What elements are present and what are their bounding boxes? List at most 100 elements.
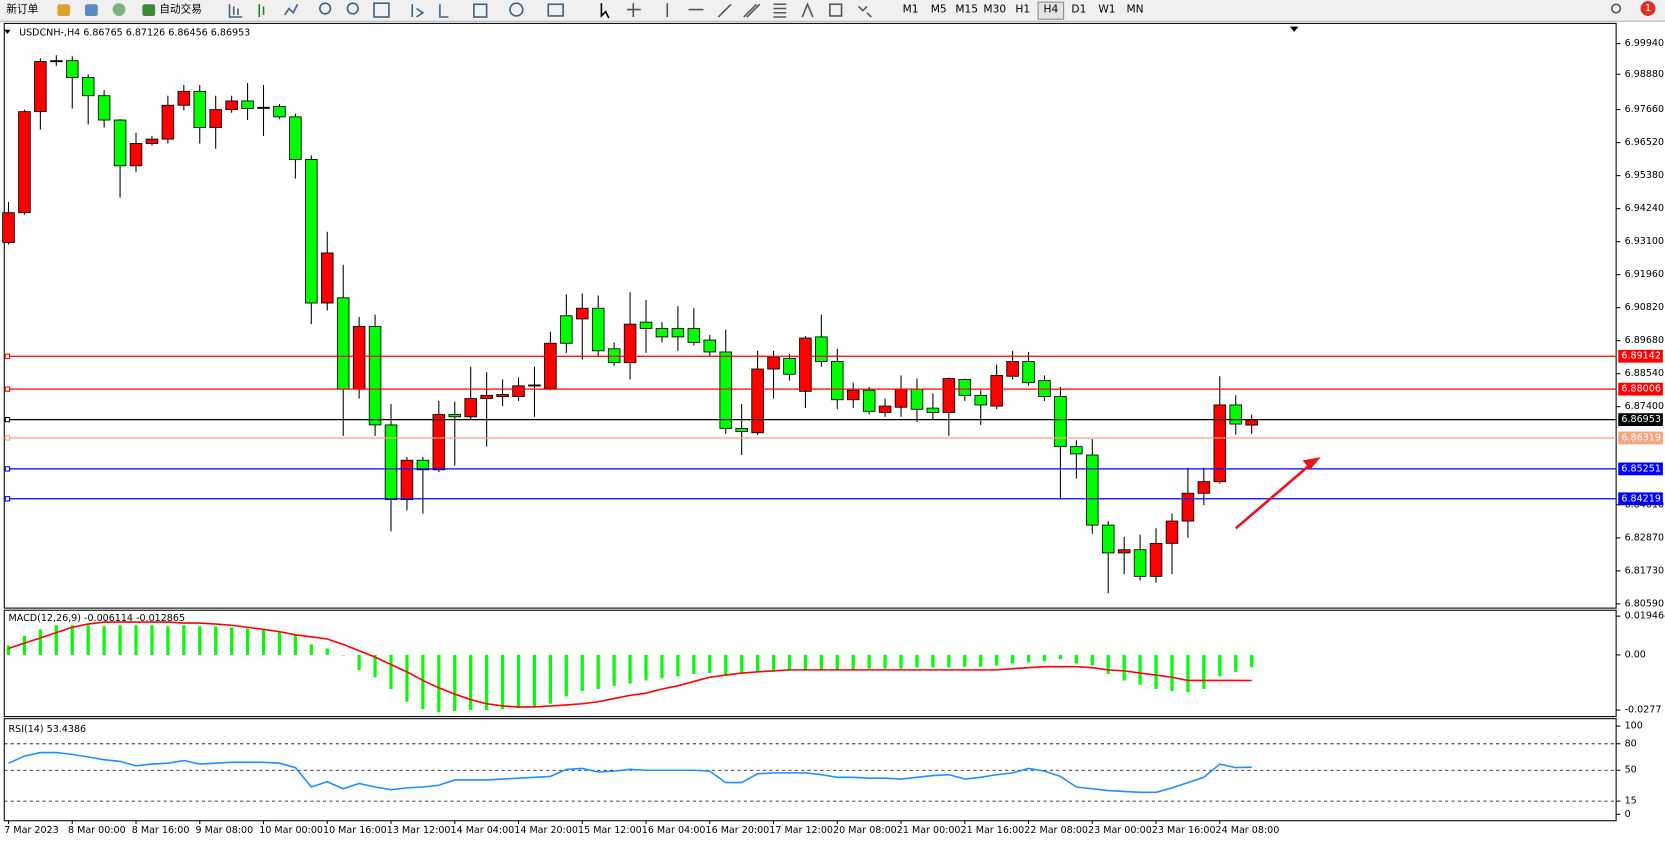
timeframe-button[interactable]: M30: [983, 3, 1006, 16]
macd-bar: [1250, 654, 1254, 668]
candle-body: [719, 351, 732, 429]
icon[interactable]: [473, 3, 488, 18]
macd-bar: [516, 654, 521, 709]
icon[interactable]: [857, 5, 872, 18]
icon[interactable]: [626, 3, 641, 18]
new-order-button[interactable]: 新订单: [6, 3, 38, 16]
candle-body: [129, 143, 143, 167]
y-tick-label: 6.95380: [1625, 170, 1664, 181]
timeframe-button[interactable]: D1: [1071, 3, 1086, 16]
auto-trading-button[interactable]: 自动交易: [159, 3, 201, 16]
macd-bar: [118, 625, 122, 655]
candle-body: [846, 389, 860, 401]
x-tick-label: 15 Mar 12:00: [578, 825, 642, 836]
macd-bar: [915, 654, 919, 668]
macd-bar: [596, 654, 600, 689]
macd-bar: [38, 629, 42, 655]
level-label-bg: [1618, 413, 1663, 426]
candle-body: [1165, 520, 1179, 544]
icon[interactable]: [57, 4, 71, 16]
notification-count: 1: [1645, 3, 1651, 14]
search-icon[interactable]: [1611, 3, 1622, 14]
macd-bar: [54, 625, 58, 655]
timeframe-selected[interactable]: [1037, 1, 1065, 20]
auto-trading-icon[interactable]: [142, 4, 156, 16]
y-tick-label: 6.88540: [1625, 368, 1664, 379]
level-label: 6.84219: [1621, 493, 1660, 504]
candle-body: [34, 61, 47, 113]
icon[interactable]: [284, 3, 299, 16]
level-label-bg: [1618, 382, 1663, 396]
icon[interactable]: [346, 2, 359, 15]
icon[interactable]: [228, 4, 243, 18]
icon[interactable]: [373, 2, 390, 18]
icon[interactable]: [600, 3, 610, 19]
macd-bar: [1011, 654, 1015, 664]
timeframe-button[interactable]: M1: [903, 3, 919, 16]
macd-bar: [469, 654, 473, 711]
macd-bar: [325, 648, 329, 655]
icon[interactable]: [112, 3, 126, 16]
candle-body: [1149, 542, 1163, 577]
macd-bar: [22, 635, 27, 655]
timeframe-button[interactable]: M5: [931, 3, 947, 16]
timeframe-button[interactable]: MN: [1126, 3, 1143, 16]
candle-body: [703, 339, 717, 353]
icon[interactable]: [717, 3, 732, 18]
macd-bar: [277, 631, 282, 655]
x-tick-label: 10 Mar 16:00: [323, 825, 387, 836]
panel-title: RSI(14) 53.4386: [9, 724, 87, 735]
macd-bar: [261, 629, 266, 655]
macd-bar: [134, 625, 138, 655]
macd-bar: [803, 654, 807, 671]
y-tick-label: 6.90820: [1625, 302, 1664, 313]
candle-body: [480, 394, 493, 399]
x-tick-label: 16 Mar 04:00: [642, 825, 706, 836]
icon[interactable]: [547, 3, 564, 17]
candle-body: [990, 374, 1003, 407]
icon[interactable]: [411, 4, 425, 18]
notification-badge[interactable]: [1640, 1, 1656, 16]
macd-bar: [979, 654, 983, 667]
timeframe-button[interactable]: H1: [1015, 3, 1030, 16]
candle-body: [400, 459, 414, 501]
icon[interactable]: [509, 2, 524, 17]
timeframe-button[interactable]: M15: [955, 3, 978, 16]
macd-bar: [771, 654, 776, 672]
macd-bar: [851, 654, 855, 670]
candle-body: [878, 405, 892, 413]
icon[interactable]: [319, 2, 332, 15]
candle-body: [862, 389, 876, 412]
arrow-shaft: [1234, 464, 1310, 530]
icon[interactable]: [439, 4, 449, 18]
timeframe-button[interactable]: H4: [1043, 3, 1058, 16]
icon[interactable]: [85, 4, 98, 16]
candle-body: [799, 337, 812, 392]
level-label: 6.86953: [1621, 414, 1660, 425]
icon[interactable]: [773, 3, 787, 18]
candle-body: [671, 328, 685, 338]
x-tick-label: 23 Mar 00:00: [1088, 825, 1152, 836]
candle-body: [416, 459, 430, 471]
icon[interactable]: [258, 4, 265, 18]
y-tick-label: 6.99940: [1625, 38, 1664, 49]
icon[interactable]: [829, 3, 843, 17]
macd-bar: [883, 654, 887, 669]
macd-bar: [1170, 654, 1174, 691]
icon[interactable]: [801, 2, 814, 18]
candle-body: [18, 111, 31, 214]
candle-body: [1022, 361, 1035, 384]
macd-bar: [628, 654, 632, 684]
macd-bar: [1026, 654, 1031, 663]
macd-bar: [1042, 654, 1047, 662]
candle-body: [1213, 404, 1227, 483]
macd-bar: [1154, 654, 1158, 689]
x-tick-label: 8 Mar 16:00: [132, 825, 190, 836]
x-tick-label: 24 Mar 08:00: [1216, 825, 1280, 836]
trend-arrow: [1234, 457, 1321, 530]
timeframe-button[interactable]: W1: [1098, 3, 1115, 16]
icon[interactable]: [743, 3, 761, 18]
y-tick-label: 0.00: [1625, 649, 1646, 660]
level-label-bg: [1618, 462, 1663, 476]
